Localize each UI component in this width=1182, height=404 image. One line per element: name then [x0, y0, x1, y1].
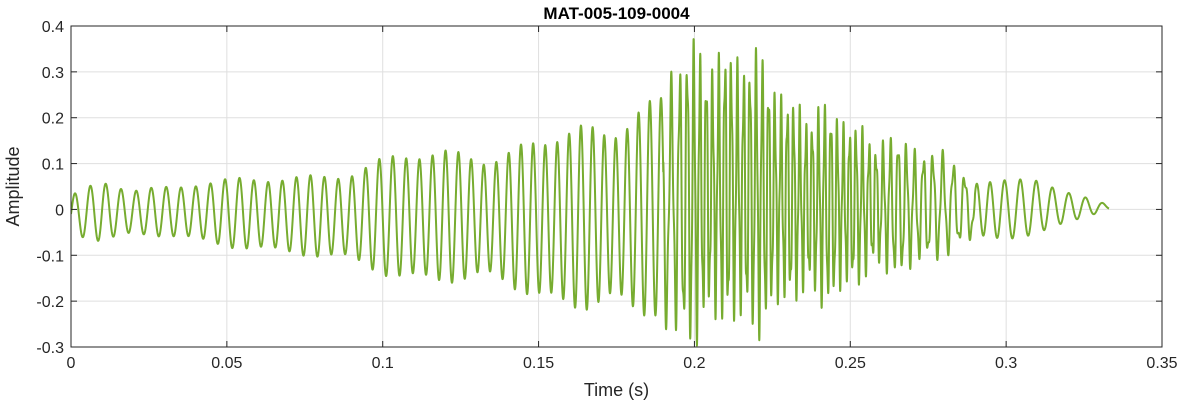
x-tick-label: 0.05 [211, 355, 242, 372]
y-tick-label: -0.1 [36, 248, 64, 265]
y-tick-label: 0 [55, 202, 64, 219]
y-tick-label: 0.3 [42, 65, 64, 82]
y-tick-label: 0.1 [42, 157, 64, 174]
x-tick-label: 0.3 [995, 355, 1017, 372]
axes-box [70, 25, 1163, 348]
chart-title: MAT-005-109-0004 [543, 4, 690, 23]
ticks [70, 25, 1163, 348]
series-line [71, 38, 1110, 347]
x-tick-label: 0.1 [372, 355, 394, 372]
plot-area [71, 38, 1110, 347]
x-tick-label: 0 [67, 355, 76, 372]
x-tick-labels: 0 0.05 0.1 0.15 0.2 0.25 0.3 0.35 [67, 355, 1178, 372]
x-axis-label: Time (s) [584, 380, 649, 400]
y-tick-labels: -0.3 -0.2 -0.1 0 0.1 0.2 0.3 0.4 [36, 19, 64, 357]
x-tick-label: 0.15 [523, 355, 554, 372]
y-tick-label: -0.2 [36, 294, 64, 311]
x-tick-label: 0.35 [1146, 355, 1177, 372]
y-tick-label: 0.4 [42, 19, 64, 36]
y-tick-label: 0.2 [42, 111, 64, 128]
y-axis-label: Amplitude [3, 146, 23, 226]
x-tick-label: 0.2 [683, 355, 705, 372]
y-tick-label: -0.3 [36, 340, 64, 357]
x-tick-label: 0.25 [835, 355, 866, 372]
grid [70, 25, 1163, 348]
